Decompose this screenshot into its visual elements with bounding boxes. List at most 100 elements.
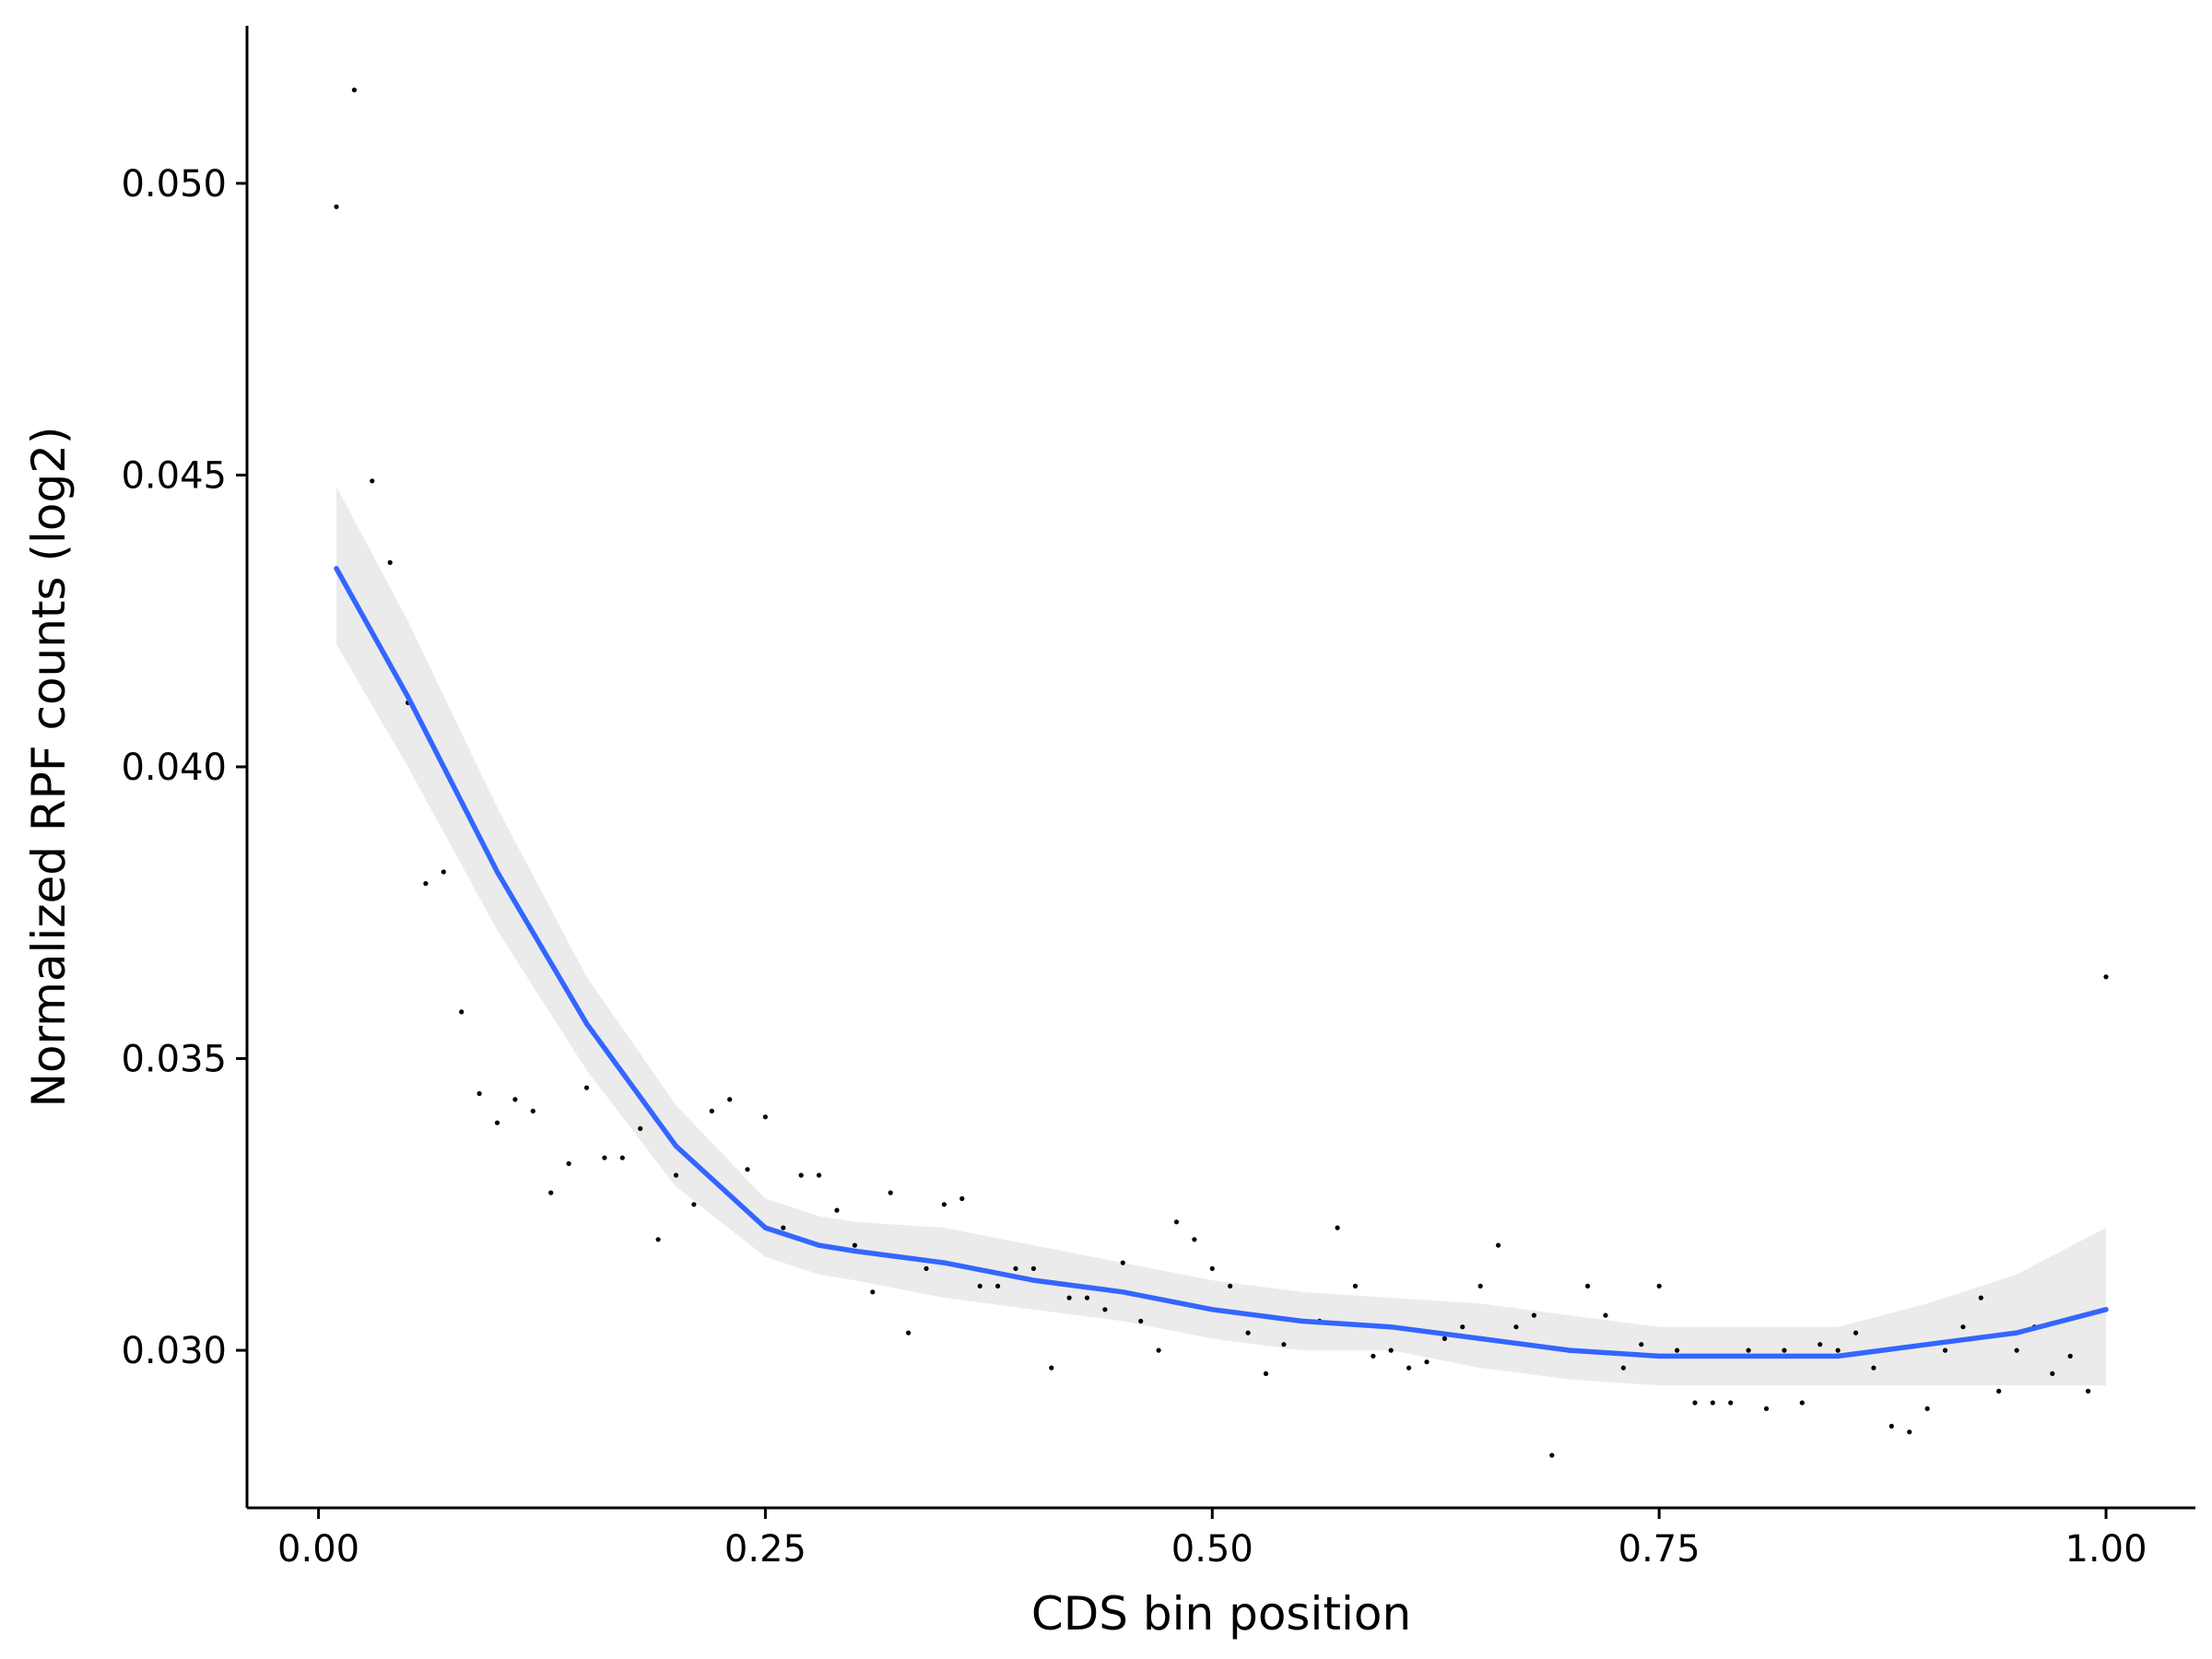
data-point [745, 1167, 750, 1172]
data-point [1192, 1237, 1197, 1242]
data-point [619, 1155, 625, 1160]
x-tick-label: 1.00 [2065, 1528, 2147, 1571]
data-point [2103, 974, 2109, 980]
data-point [1585, 1283, 1591, 1288]
y-axis-title: Normalized RPF counts (log2) [22, 426, 76, 1107]
plot-area [334, 88, 2109, 1458]
data-point [1049, 1365, 1054, 1371]
data-point [441, 869, 446, 875]
data-point [1728, 1400, 1734, 1406]
data-point [1335, 1225, 1340, 1230]
data-point [1710, 1400, 1715, 1406]
data-point [2014, 1347, 2019, 1353]
data-point [2050, 1371, 2055, 1376]
data-point [1138, 1318, 1144, 1324]
data-point [1245, 1330, 1251, 1335]
data-point [906, 1330, 912, 1335]
data-point [1835, 1347, 1841, 1353]
x-axis-ticks: 0.00 0.25 0.50 0.75 1.00 [277, 1508, 2147, 1571]
data-point [941, 1202, 947, 1207]
data-point [995, 1283, 1001, 1288]
data-point [1173, 1219, 1180, 1225]
data-point [709, 1108, 714, 1114]
data-point [1281, 1342, 1287, 1347]
y-tick-label: 0.040 [121, 747, 227, 789]
data-point [888, 1190, 893, 1195]
data-point [781, 1225, 786, 1230]
axes: 0.00 0.25 0.50 0.75 1.00 0.030 0.035 0.040 0.04… [121, 26, 2195, 1571]
data-point [1084, 1295, 1090, 1300]
smooth-line [334, 566, 2109, 1359]
x-tick-label: 0.75 [1618, 1528, 1700, 1571]
data-point [1782, 1347, 1787, 1353]
data-point [1960, 1324, 1966, 1330]
data-point [1388, 1347, 1394, 1353]
data-point [852, 1242, 858, 1248]
data-point [1228, 1283, 1233, 1288]
data-point [351, 88, 357, 93]
data-point [691, 1202, 697, 1207]
data-point [512, 1097, 518, 1102]
data-point [1263, 1371, 1269, 1376]
data-point [1675, 1347, 1680, 1353]
data-point [423, 881, 429, 887]
data-point [1424, 1359, 1430, 1365]
data-point [1030, 1265, 1036, 1271]
y-tick-label: 0.030 [121, 1330, 227, 1372]
data-point [1888, 1423, 1894, 1429]
data-point [1656, 1283, 1662, 1288]
data-point [1066, 1295, 1072, 1300]
data-point [1531, 1312, 1536, 1318]
data-point [1352, 1283, 1359, 1288]
data-point [1799, 1400, 1805, 1406]
data-point [817, 1172, 822, 1178]
y-axis-ticks: 0.030 0.035 0.040 0.045 0.050 [121, 163, 247, 1372]
data-point [1942, 1347, 1948, 1353]
data-point [1441, 1335, 1447, 1341]
data-point [1978, 1295, 1983, 1300]
data-point [1156, 1347, 1161, 1353]
data-point [548, 1190, 554, 1195]
data-point [2067, 1353, 2073, 1359]
data-point [1406, 1365, 1412, 1371]
data-point [494, 1120, 500, 1125]
data-point [1639, 1342, 1644, 1347]
data-point [1763, 1406, 1770, 1411]
data-point [1477, 1283, 1483, 1288]
x-tick-label: 0.25 [724, 1528, 806, 1571]
data-point [387, 559, 393, 566]
data-point [798, 1172, 804, 1178]
data-point [762, 1114, 769, 1120]
x-tick-label: 0.00 [277, 1528, 359, 1571]
data-point [1513, 1324, 1519, 1330]
data-point [1924, 1406, 1930, 1411]
data-point [1853, 1330, 1859, 1335]
x-axis-title: CDS bin position [1031, 1587, 1411, 1641]
data-point [370, 478, 375, 484]
data-point [727, 1097, 733, 1102]
data-point [1746, 1347, 1751, 1353]
data-points [334, 88, 2109, 1458]
y-tick-label: 0.050 [121, 163, 227, 206]
data-point [959, 1195, 965, 1202]
data-point [583, 1085, 590, 1090]
data-point [1549, 1453, 1555, 1458]
data-point [1907, 1430, 1912, 1435]
data-point [1620, 1365, 1626, 1371]
data-point [1692, 1400, 1698, 1406]
data-point [1818, 1342, 1823, 1347]
data-point [1460, 1324, 1465, 1330]
data-point [1371, 1353, 1376, 1359]
data-point [1603, 1312, 1608, 1318]
data-point [924, 1265, 929, 1271]
data-point [655, 1237, 661, 1242]
data-point [834, 1207, 840, 1213]
data-point [566, 1160, 571, 1167]
y-tick-label: 0.035 [121, 1039, 227, 1081]
data-point [1871, 1365, 1877, 1371]
data-point [1996, 1388, 2002, 1394]
data-point [673, 1172, 679, 1178]
data-point [1102, 1307, 1108, 1312]
data-point [477, 1090, 482, 1097]
